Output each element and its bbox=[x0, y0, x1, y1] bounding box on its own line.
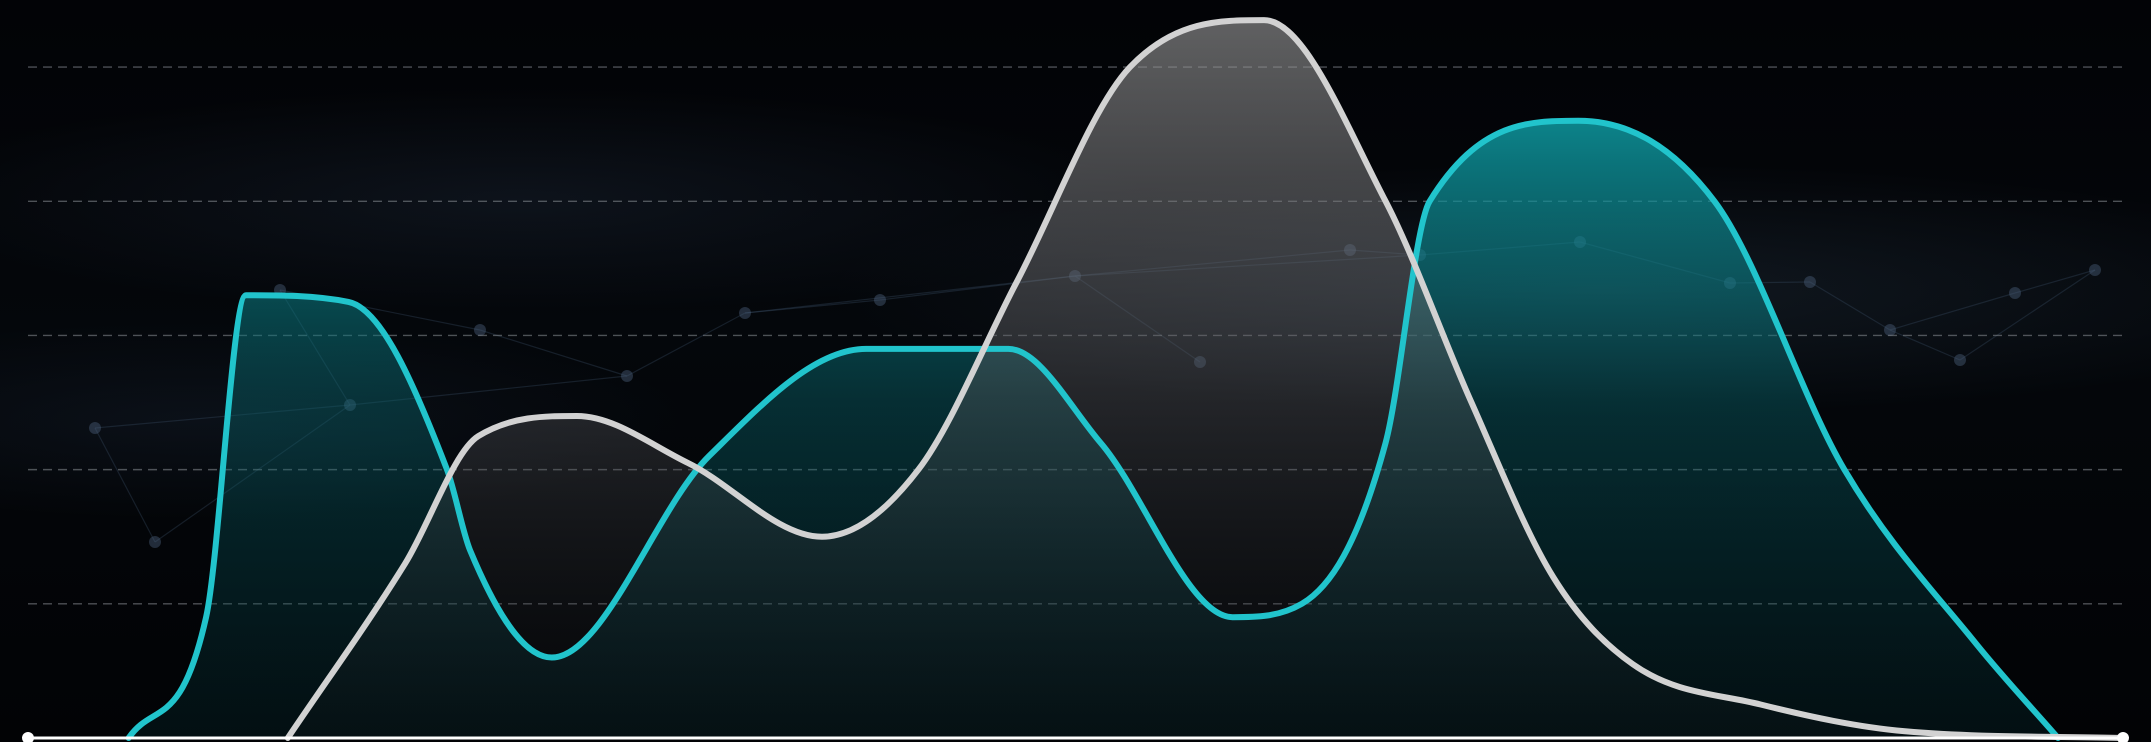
x-axis-start-cap bbox=[22, 732, 34, 742]
series-2-area bbox=[287, 20, 2123, 739]
network-link bbox=[1959, 269, 2096, 361]
network-link bbox=[94, 427, 156, 543]
series-1-line bbox=[125, 117, 2062, 741]
network-node bbox=[1804, 276, 1816, 288]
network-link bbox=[1889, 329, 1961, 361]
series-2-line bbox=[284, 17, 2126, 741]
network-node bbox=[1884, 324, 1896, 336]
network-node bbox=[1954, 354, 1966, 366]
network-node bbox=[874, 294, 886, 306]
network-node bbox=[149, 536, 161, 548]
network-node bbox=[89, 422, 101, 434]
x-axis-end-cap bbox=[2117, 732, 2129, 742]
network-link bbox=[2014, 269, 2096, 294]
series-1-area bbox=[128, 120, 2059, 739]
network-link bbox=[744, 299, 881, 314]
series-layer bbox=[125, 17, 2126, 741]
network-node bbox=[474, 324, 486, 336]
x-axis bbox=[22, 732, 2129, 742]
network-node bbox=[621, 370, 633, 382]
network-link bbox=[479, 329, 628, 377]
network-link bbox=[626, 312, 746, 377]
network-node bbox=[739, 307, 751, 319]
network-node bbox=[2009, 287, 2021, 299]
network-link bbox=[1889, 292, 2016, 331]
network-link bbox=[1809, 281, 1891, 331]
network-node bbox=[2089, 264, 2101, 276]
